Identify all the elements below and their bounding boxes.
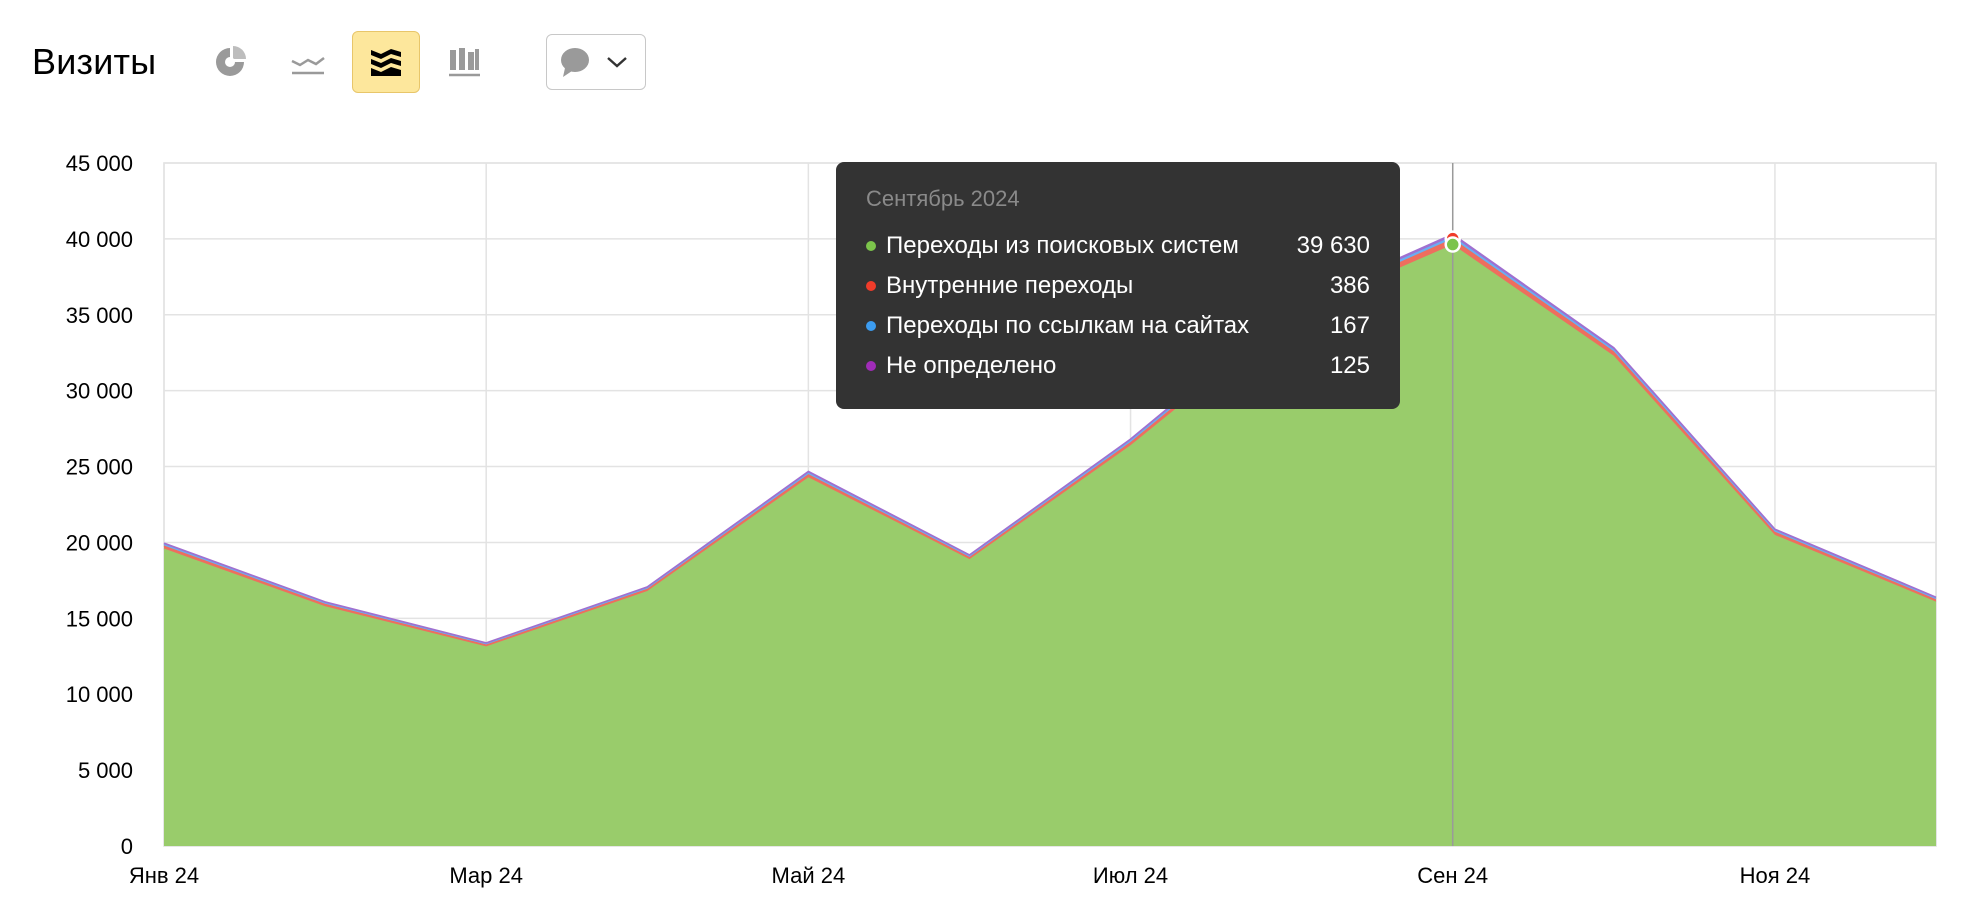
series-dot-icon — [866, 241, 876, 251]
y-tick-label: 20 000 — [66, 530, 133, 555]
tooltip-row: Переходы по ссылкам на сайтах 167 — [866, 306, 1370, 346]
tooltip-row: Не определено 125 — [866, 346, 1370, 386]
tooltip-title: Сентябрь 2024 — [866, 186, 1020, 211]
tooltip-label: Не определено — [886, 352, 1057, 379]
area-chart-icon — [371, 49, 402, 76]
y-tick-label: 25 000 — [66, 455, 133, 480]
bar-chart-icon — [449, 48, 481, 77]
bar-chart-button[interactable] — [430, 31, 498, 93]
y-tick-label: 35 000 — [66, 303, 133, 328]
y-tick-label: 0 — [121, 834, 133, 859]
y-tick-label: 5 000 — [78, 758, 133, 783]
speech-bubble-icon — [561, 48, 590, 77]
x-tick-label: Май 24 — [772, 863, 846, 888]
y-tick-label: 45 000 — [66, 151, 133, 176]
tooltip-label: Переходы по ссылкам на сайтах — [886, 312, 1250, 339]
data-tooltip: Сентябрь 2024 Переходы из поисковых сист… — [836, 162, 1400, 409]
annotations-dropdown[interactable] — [546, 34, 647, 90]
y-tick-label: 40 000 — [66, 227, 133, 252]
x-tick-label: Ноя 24 — [1740, 863, 1811, 888]
x-tick-label: Мар 24 — [449, 863, 523, 888]
pie-chart-button[interactable] — [196, 31, 264, 93]
tooltip-label: Внутренние переходы — [886, 272, 1134, 299]
tooltip-value: 167 — [1329, 312, 1370, 339]
tooltip-row: Переходы из поисковых систем 39 630 — [866, 226, 1370, 266]
line-chart-icon — [291, 57, 326, 75]
y-tick-label: 30 000 — [66, 379, 133, 404]
y-tick-label: 10 000 — [66, 682, 133, 707]
chart-areas — [163, 233, 1937, 846]
tooltip-value: 39 630 — [1296, 232, 1370, 259]
tooltip-value: 125 — [1329, 352, 1370, 379]
chevron-down-icon — [607, 57, 628, 68]
pie-chart-icon — [216, 46, 247, 76]
area-chart-button[interactable] — [352, 31, 421, 93]
x-tick-label: Июл 24 — [1093, 863, 1168, 888]
chart-title: Визиты — [32, 41, 157, 82]
series-line — [163, 233, 1937, 644]
tooltip-label: Переходы из поисковых систем — [886, 232, 1239, 259]
tooltip-row: Внутренние переходы 386 — [866, 266, 1370, 306]
hover-marker — [1444, 163, 1461, 846]
chart-ticks: 0 5 000 10 000 15 000 20 000 25 000 30 000 35 0… — [66, 151, 1811, 888]
y-tick-label: 15 000 — [66, 606, 133, 631]
x-tick-label: Янв 24 — [129, 863, 199, 888]
hover-point — [1444, 236, 1461, 253]
chart-header: Визиты — [32, 28, 647, 96]
x-tick-label: Сен 24 — [1417, 863, 1488, 888]
series-dot-icon — [866, 361, 876, 371]
tooltip-value: 386 — [1329, 272, 1370, 299]
series-area — [164, 244, 1936, 846]
line-chart-button[interactable] — [274, 31, 342, 93]
series-dot-icon — [866, 321, 876, 331]
series-dot-icon — [866, 281, 876, 291]
